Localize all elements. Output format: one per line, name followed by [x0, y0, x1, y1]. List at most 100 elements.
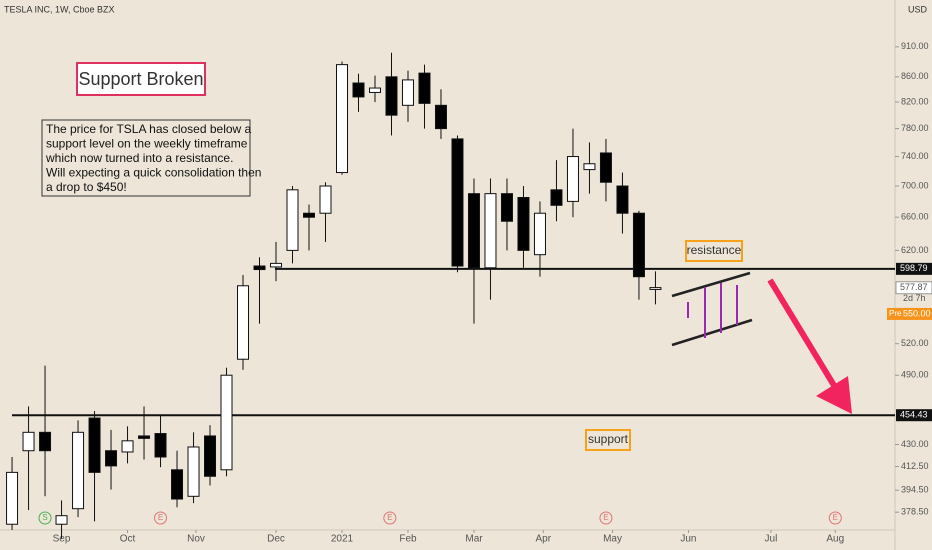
y-tick-label: 490.00 [901, 370, 929, 380]
event-label: E [387, 513, 392, 522]
support-box [585, 429, 631, 451]
note-line: support level on the weekly timeframe [46, 137, 248, 151]
candle-body [319, 185, 332, 214]
channel-drawing [671, 271, 753, 347]
support-label: support [588, 432, 629, 446]
y-tick-label: 780.00 [901, 123, 929, 133]
event-marker [828, 511, 842, 525]
candle-body [533, 212, 546, 256]
x-tick-label: Dec [267, 534, 285, 545]
candle-body [72, 431, 85, 510]
arrow-head [816, 376, 852, 414]
event-marker [154, 511, 168, 525]
countdown: 2d 7h [903, 293, 926, 303]
y-tick-label: 660.00 [901, 212, 929, 222]
event-label: E [833, 513, 838, 522]
y-tick-label: 378.50 [901, 507, 929, 517]
candle-body [385, 76, 398, 116]
event-marker [383, 511, 397, 525]
event-label: E [158, 513, 163, 522]
note-box [41, 119, 251, 197]
level-tag-label: 454.43 [900, 410, 928, 420]
candle-body [401, 79, 414, 106]
candle-body [550, 189, 563, 206]
candle-body [253, 265, 266, 271]
premarket-label: 550.00 [903, 308, 931, 318]
x-tick-label: Apr [535, 534, 551, 545]
candle-body [335, 64, 348, 174]
note: The price for TSLA has closed below asup… [45, 122, 261, 194]
y-tick-label: 520.00 [901, 338, 929, 348]
candle-body [154, 433, 167, 458]
candle-body [55, 515, 68, 525]
candle-body [434, 104, 447, 130]
candle-body [418, 72, 431, 104]
candle-body [88, 417, 101, 473]
headline: Support Broken [78, 69, 203, 89]
symbol-header: TESLA INC, 1W, Cboe BZX [4, 4, 115, 14]
candle-body [352, 82, 365, 98]
x-tick-label: Sep [53, 534, 71, 545]
x-tick-label: Nov [187, 534, 205, 545]
premarket-tag-label: Pre [889, 309, 902, 318]
channel-line [671, 318, 753, 347]
y-tick-label: 860.00 [901, 71, 929, 81]
candle-body [171, 469, 184, 500]
candle-body [368, 87, 381, 93]
candle-body [484, 193, 497, 269]
x-tick-label: Aug [826, 534, 844, 545]
resistance-label: resistance [687, 243, 742, 257]
candle-body [616, 185, 629, 214]
y-tick-label: 430.00 [901, 439, 929, 449]
candle-body [220, 374, 233, 471]
candle-body [6, 471, 19, 525]
candle-body [105, 450, 118, 467]
candle-body [138, 435, 151, 439]
last-price-label: 577.87 [900, 282, 928, 292]
currency: USD [908, 4, 928, 14]
channel-line [671, 271, 751, 298]
arrow-shaft [767, 278, 841, 394]
candle-body [517, 197, 530, 251]
event-label: S [42, 513, 47, 522]
event-marker [38, 511, 52, 525]
headline-box [76, 62, 206, 96]
last-price-tag [895, 281, 932, 295]
y-tick-label: 620.00 [901, 245, 929, 255]
candle-body [121, 440, 134, 453]
candle-body [39, 431, 52, 452]
arrow [767, 278, 852, 414]
candle-body [303, 212, 316, 218]
candle-body [237, 285, 250, 360]
candle-body [204, 435, 217, 477]
level-tag [896, 262, 932, 275]
candle-body [500, 193, 513, 222]
event-marker [599, 511, 613, 525]
x-tick-label: Oct [120, 534, 136, 545]
level-tag [896, 409, 932, 422]
candle-body [22, 431, 35, 452]
x-tick-label: Feb [399, 534, 417, 545]
candle-body [599, 152, 612, 183]
candle-body [632, 212, 645, 278]
x-tick-label: May [603, 534, 622, 545]
y-tick-label: 820.00 [901, 96, 929, 106]
x-tick-label: Jun [680, 534, 696, 545]
candle-body [451, 138, 464, 267]
y-tick-label: 394.50 [901, 485, 929, 495]
plot: 910.00 860.00 820.00 780.00 740.00 700.00 660.… [6, 41, 932, 545]
x-tick-label: 2021 [331, 534, 354, 545]
note-line: The price for TSLA has closed below a [46, 122, 252, 136]
x-tick-label: Mar [465, 534, 483, 545]
candle-body [467, 193, 480, 269]
note-line: Will expecting a quick consolidation the… [46, 166, 261, 180]
premarket-tag [887, 307, 932, 320]
y-tick-label: 740.00 [901, 151, 929, 161]
y-tick-label: 700.00 [901, 180, 929, 190]
candle-body [566, 156, 579, 202]
candle-body [583, 163, 596, 171]
resistance-box [685, 240, 743, 262]
candle-body [187, 446, 200, 497]
note-line: a drop to $450! [46, 180, 127, 194]
